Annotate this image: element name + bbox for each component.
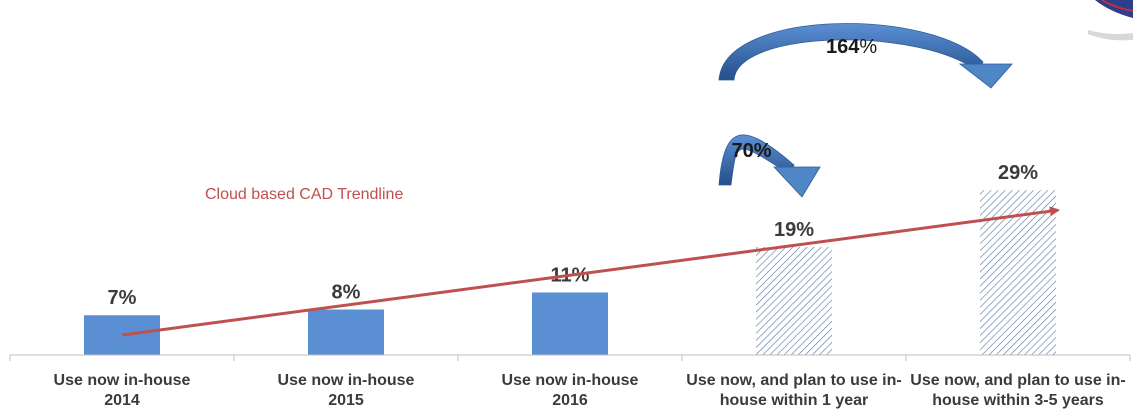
trendline	[121, 206, 1060, 337]
data-label-3: 19%	[774, 219, 814, 241]
growth-arc-0	[718, 134, 795, 186]
category-label-line1: Use now, and plan to use in-	[686, 372, 902, 389]
category-label-line1: Use now in-house	[277, 372, 415, 389]
bar-3	[756, 247, 832, 355]
growth-unit: %	[753, 140, 772, 162]
data-label-0: 7%	[108, 287, 137, 309]
growth-label-1: 164%	[826, 36, 877, 59]
growth-value: 164	[826, 36, 860, 58]
growth-unit: %	[859, 36, 878, 58]
category-label-3: Use now, and plan to use in-house within…	[682, 371, 906, 411]
category-label-line2: 2016	[552, 392, 588, 409]
category-label-line2: 2015	[328, 392, 364, 409]
trendline-group	[121, 206, 1060, 337]
growth-arrowhead-1	[958, 63, 1013, 89]
category-label-line1: Use now, and plan to use in-	[910, 372, 1126, 389]
category-label-1: Use now in-house 2015	[234, 371, 458, 411]
category-label-line1: Use now in-house	[501, 372, 639, 389]
category-label-line2: house within 1 year	[719, 392, 869, 409]
corner-globe-decoration	[1088, 0, 1133, 41]
growth-arcs-group	[718, 23, 1013, 198]
growth-label-0: 70%	[732, 140, 772, 163]
data-label-1: 8%	[332, 282, 361, 304]
bar-2	[532, 292, 608, 355]
category-label-0: Use now in-house 2014	[10, 371, 234, 411]
growth-arrowhead-0	[773, 166, 821, 198]
x-axis	[9, 354, 1131, 361]
growth-value: 70	[731, 140, 754, 162]
category-label-line1: Use now in-house	[53, 372, 191, 389]
bar-1	[308, 309, 384, 355]
trendline-label: Cloud based CAD Trendline	[205, 186, 404, 203]
bar-0	[84, 315, 160, 355]
category-label-4: Use now, and plan to use in-house within…	[906, 371, 1130, 411]
data-label-4: 29%	[998, 162, 1038, 184]
category-label-line2: 2014	[104, 392, 140, 409]
category-label-line2: house within 3-5 years	[932, 392, 1104, 409]
category-label-2: Use now in-house 2016	[458, 371, 682, 411]
